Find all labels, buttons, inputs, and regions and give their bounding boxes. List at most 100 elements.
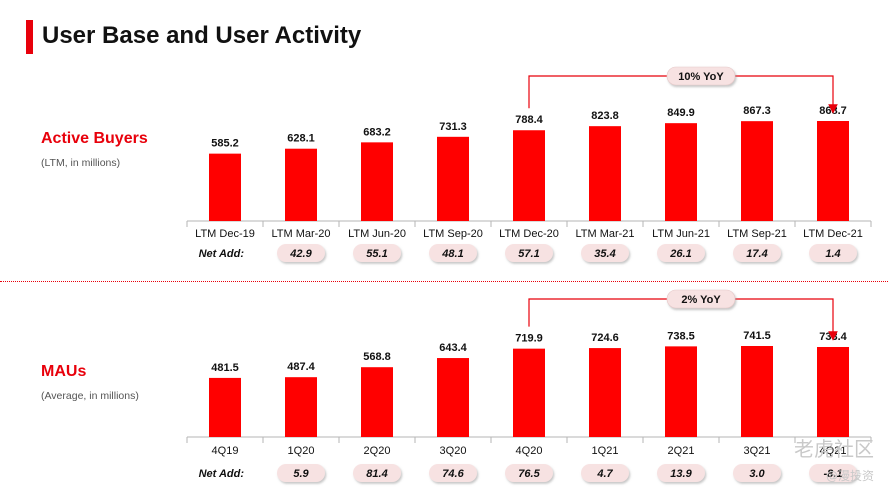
active-buyers-net-add-value: 48.1 [441, 248, 463, 260]
active-buyers-net-add-pill [353, 244, 401, 262]
maus-value-label: 643.4 [439, 342, 467, 354]
active-buyers-net-add-value: 57.1 [518, 248, 539, 260]
active-buyers-bar [361, 142, 393, 221]
watermark-secondary: @漫投资 [825, 469, 874, 483]
maus-bar [817, 346, 849, 437]
active-buyers-net-add-label: Net Add: [199, 248, 245, 260]
active-buyers-net-add-value: 1.4 [825, 248, 840, 260]
maus-value-label: 568.8 [363, 351, 391, 363]
maus-category-label: 2Q20 [364, 445, 391, 457]
active-buyers-category-label: LTM Sep-21 [727, 228, 787, 240]
maus-category-label: 1Q20 [288, 445, 315, 457]
active-buyers-label: Active Buyers [41, 130, 148, 147]
active-buyers-net-add-pill [657, 244, 705, 262]
active-buyers-subtitle: (LTM, in millions) [41, 157, 121, 169]
active-buyers-net-add-pill [809, 244, 857, 262]
active-buyers-value-label: 849.9 [667, 107, 695, 119]
maus-net-add-value: 4.7 [596, 468, 613, 480]
active-buyers-bar [741, 121, 773, 221]
maus-bar [589, 348, 621, 437]
maus-yoy-label: 2% YoY [681, 294, 721, 306]
maus-net-add-pill [581, 464, 629, 482]
active-buyers-yoy-label: 10% YoY [678, 71, 724, 83]
maus-bar [285, 377, 317, 437]
active-buyers-category-label: LTM Sep-20 [423, 228, 483, 240]
maus-value-label: 719.9 [515, 333, 543, 345]
section-divider [0, 281, 888, 282]
maus-category-label: 3Q21 [744, 445, 771, 457]
active-buyers-net-add-value: 42.9 [289, 248, 312, 260]
page-title: User Base and User Activity [42, 22, 362, 49]
active-buyers-value-label: 867.3 [743, 105, 771, 117]
active-buyers-net-add-pill [429, 244, 477, 262]
active-buyers-bar [285, 148, 317, 221]
active-buyers-value-label: 585.2 [211, 138, 239, 150]
maus-bar [665, 346, 697, 437]
maus-net-add-label: Net Add: [199, 468, 245, 480]
active-buyers-bar [513, 130, 545, 221]
active-buyers-net-add-pill [733, 244, 781, 262]
active-buyers-net-add-value: 17.4 [746, 248, 767, 260]
maus-net-add-value: 76.5 [518, 468, 540, 480]
maus-net-add-value: 5.9 [293, 468, 309, 480]
active-buyers-value-label: 788.4 [515, 114, 543, 126]
watermark-primary: 老虎社区 [794, 437, 874, 461]
active-buyers-category-label: LTM Dec-20 [499, 228, 559, 240]
maus-bar [209, 377, 241, 437]
active-buyers-value-label: 731.3 [439, 121, 467, 133]
maus-net-add-pill [505, 464, 553, 482]
maus-net-add-value: 74.6 [442, 468, 464, 480]
maus-yoy-pill [666, 289, 736, 309]
active-buyers-category-label: LTM Dec-19 [195, 228, 255, 240]
maus-value-label: 481.5 [211, 362, 239, 374]
active-buyers-net-add-pill [581, 244, 629, 262]
maus-value-label: 738.5 [667, 330, 695, 342]
active-buyers-category-label: LTM Mar-21 [575, 228, 634, 240]
maus-net-add-value: 3.0 [749, 468, 765, 480]
active-buyers-bar [665, 123, 697, 221]
active-buyers-bar [589, 126, 621, 221]
maus-value-label: 741.5 [743, 330, 771, 342]
maus-category-label: 4Q20 [516, 445, 543, 457]
maus-category-label: 4Q21 [820, 445, 847, 457]
active-buyers-bar [437, 136, 469, 221]
maus-net-add-pill [657, 464, 705, 482]
active-buyers-net-add-pill [505, 244, 553, 262]
maus-value-label: 487.4 [287, 361, 315, 373]
maus-category-label: 3Q20 [440, 445, 467, 457]
active-buyers-category-label: LTM Jun-21 [652, 228, 710, 240]
maus-net-add-pill [353, 464, 401, 482]
maus-net-add-value: 81.4 [366, 468, 387, 480]
maus-bar [741, 346, 773, 437]
active-buyers-value-label: 823.8 [591, 110, 619, 122]
active-buyers-net-add-pill [277, 244, 325, 262]
maus-net-add-value: 13.9 [670, 468, 692, 480]
active-buyers-net-add-value: 35.4 [594, 248, 615, 260]
active-buyers-bar [817, 121, 849, 221]
maus-subtitle: (Average, in millions) [41, 390, 139, 402]
maus-net-add-pill [277, 464, 325, 482]
active-buyers-bar [209, 153, 241, 221]
maus-bar [437, 358, 469, 437]
maus-value-label: 724.6 [591, 332, 619, 344]
active-buyers-value-label: 683.2 [363, 126, 391, 138]
maus-net-add-value: -8.1 [824, 468, 843, 480]
active-buyers-value-label: 628.1 [287, 133, 315, 145]
maus-net-add-pill [733, 464, 781, 482]
active-buyers-yoy-pill [666, 66, 736, 86]
active-buyers-category-label: LTM Dec-21 [803, 228, 863, 240]
maus-category-label: 2Q21 [668, 445, 695, 457]
maus-category-label: 1Q21 [592, 445, 619, 457]
maus-net-add-pill [429, 464, 477, 482]
maus-label: MAUs [41, 363, 87, 380]
title-accent-bar [26, 20, 33, 54]
maus-bar [361, 367, 393, 437]
maus-category-label: 4Q19 [212, 445, 239, 457]
maus-net-add-pill [809, 464, 857, 482]
active-buyers-category-label: LTM Mar-20 [271, 228, 330, 240]
active-buyers-net-add-value: 26.1 [669, 248, 691, 260]
active-buyers-net-add-value: 55.1 [366, 248, 387, 260]
active-buyers-category-label: LTM Jun-20 [348, 228, 406, 240]
maus-bar [513, 348, 545, 437]
